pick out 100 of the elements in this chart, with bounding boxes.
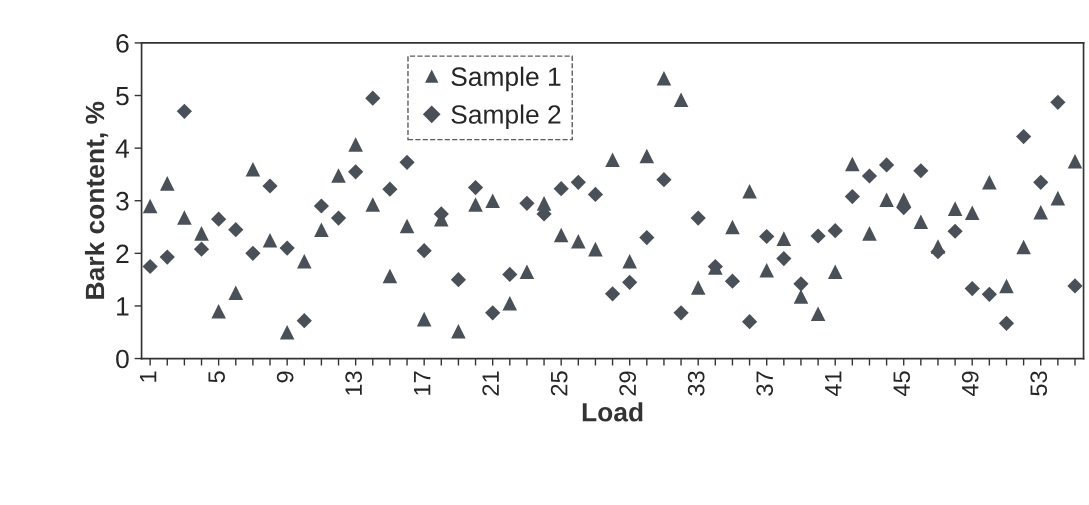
point — [416, 243, 432, 259]
point — [245, 245, 261, 261]
point — [879, 192, 894, 207]
point — [639, 148, 655, 164]
point — [759, 228, 775, 245]
x-tick-label: 45 — [893, 371, 911, 397]
y-tick-label: 3 — [116, 191, 129, 211]
point — [571, 233, 586, 249]
x-tick-label: 21 — [482, 371, 499, 396]
point — [159, 176, 175, 191]
x-tick-label: 53 — [1030, 371, 1048, 396]
point — [588, 241, 603, 257]
point — [502, 266, 518, 282]
point — [776, 231, 792, 246]
point — [930, 239, 946, 254]
point — [159, 249, 175, 265]
point — [485, 305, 501, 321]
legend-label: Sample 2 — [451, 104, 561, 130]
y-tick-label: 0 — [116, 349, 129, 369]
point — [194, 226, 209, 241]
point — [1033, 205, 1049, 220]
point — [1016, 128, 1032, 145]
point — [913, 214, 929, 230]
point — [947, 201, 963, 216]
point — [365, 90, 381, 106]
point — [656, 172, 672, 188]
y-tick-label: 6 — [116, 34, 129, 53]
y-tick-label: 1 — [117, 297, 129, 316]
point — [622, 253, 637, 269]
point — [896, 192, 911, 207]
point — [827, 264, 843, 280]
point — [622, 274, 638, 290]
point — [211, 303, 226, 319]
point — [878, 157, 895, 173]
point — [1016, 239, 1031, 255]
y-axis-title: Bark content, % — [84, 101, 109, 299]
x-tick-label: 49 — [961, 371, 979, 397]
point — [176, 103, 192, 119]
point — [468, 197, 483, 212]
point — [947, 223, 963, 239]
point — [519, 264, 535, 280]
point — [810, 228, 826, 244]
point — [827, 223, 843, 239]
point — [810, 306, 826, 322]
point — [725, 219, 740, 235]
point — [519, 195, 535, 211]
point — [416, 311, 432, 327]
x-tick-label: 17 — [414, 371, 431, 395]
point — [313, 198, 330, 214]
point — [673, 305, 689, 321]
x-tick-label: 25 — [550, 371, 568, 396]
x-tick-label: 37 — [756, 371, 774, 396]
point — [741, 314, 758, 330]
point — [1050, 190, 1066, 206]
x-tick-label: 33 — [687, 371, 705, 396]
point — [964, 205, 980, 221]
point — [228, 285, 244, 301]
point — [330, 210, 347, 226]
point — [604, 286, 621, 302]
point — [553, 181, 569, 197]
point — [845, 156, 860, 172]
point — [451, 323, 466, 339]
point — [690, 280, 706, 295]
point — [296, 253, 312, 269]
point — [331, 168, 346, 183]
point — [365, 197, 381, 212]
point — [262, 232, 278, 248]
point — [399, 218, 415, 234]
point — [228, 222, 244, 238]
point — [759, 262, 774, 278]
x-tick-label: 5 — [208, 371, 225, 383]
point — [605, 152, 620, 167]
point — [467, 179, 484, 196]
point — [1033, 174, 1049, 190]
point — [450, 272, 467, 288]
point — [193, 241, 210, 257]
point — [296, 313, 312, 329]
point — [245, 161, 261, 177]
point — [982, 175, 997, 190]
point — [913, 163, 929, 179]
point — [536, 196, 552, 211]
point — [999, 278, 1014, 294]
point — [639, 229, 655, 246]
point — [382, 268, 398, 284]
point — [485, 193, 500, 209]
point — [279, 240, 295, 256]
point — [656, 70, 672, 86]
y-tick-label: 4 — [115, 139, 129, 158]
point — [553, 227, 569, 243]
legend-label: Sample 1 — [451, 66, 561, 92]
point — [776, 250, 792, 267]
point — [211, 211, 227, 227]
x-tick-label: 13 — [345, 371, 362, 395]
point — [399, 154, 415, 170]
point — [348, 164, 364, 180]
point — [673, 92, 689, 108]
x-tick-label: 29 — [619, 371, 637, 396]
point — [981, 286, 997, 302]
x-tick-label: 9 — [276, 371, 294, 383]
point — [262, 178, 278, 194]
